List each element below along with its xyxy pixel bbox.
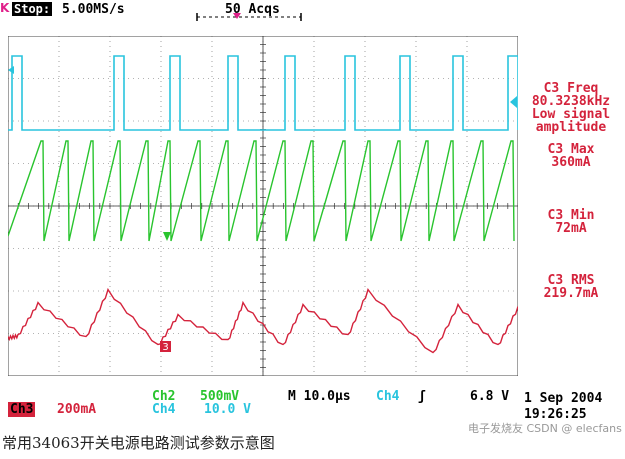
- date-readout: 1 Sep 2004: [524, 391, 603, 406]
- meas-freq-note2: amplitude: [535, 120, 607, 135]
- trigger-slope-icon: ʃ: [418, 389, 426, 404]
- scope-display: 3: [8, 36, 518, 376]
- meas-max-value: 360mA: [551, 155, 591, 170]
- meas-rms-label: C3 RMS: [547, 273, 595, 288]
- meas-freq-value: 80.3238kHz: [531, 94, 611, 109]
- acquisition-state-badge: Stop:: [12, 2, 53, 16]
- meas-min-label: C3 Min: [547, 208, 595, 223]
- ch4-scale: 10.0 V: [204, 402, 251, 417]
- trace-ch3: [8, 287, 518, 354]
- meas-max: C3 Max 360mA: [517, 143, 625, 169]
- scope-header: K Stop: 5.00MS/s 50 Acqs: [0, 0, 625, 21]
- meas-max-label: C3 Max: [547, 142, 595, 157]
- ch4-ground-marker: [8, 66, 14, 74]
- trace-ch4: [8, 55, 518, 131]
- graticule: [8, 36, 518, 376]
- meas-freq-label: C3 Freq: [543, 81, 599, 96]
- ch2-scale: 500mV: [200, 389, 240, 404]
- watermark-logo: 电子发烧友 CSDN @ elecfans: [468, 422, 622, 435]
- trigger-marker: K: [0, 1, 10, 15]
- meas-min: C3 Min 72mA: [517, 209, 625, 235]
- ch4-name: Ch4: [152, 402, 176, 417]
- trigger-position-icon: [233, 13, 241, 19]
- meas-rms: C3 RMS 219.7mA: [517, 274, 625, 300]
- figure-caption: 常用34063开关电源电路测试参数示意图: [2, 434, 275, 452]
- record-window-bracket: [196, 13, 302, 21]
- timebase-readout: M 10.0µs: [288, 389, 351, 404]
- trigger-level: 6.8 V: [470, 389, 510, 404]
- ch2-name: Ch2: [152, 389, 176, 404]
- ch3-badge: Ch3: [8, 402, 36, 417]
- ch3-marker-box: [160, 341, 171, 352]
- ch4-level-marker: [510, 96, 517, 108]
- sample-rate-readout: 5.00MS/s: [62, 2, 125, 17]
- ch3-marker-label: 3: [162, 342, 168, 353]
- ch2-trigger-marker: [163, 232, 171, 241]
- ch3-scale: 200mA: [57, 402, 97, 417]
- meas-freq: C3 Freq 80.3238kHz Low signal amplitude: [517, 82, 625, 134]
- meas-freq-note1: Low signal: [531, 107, 611, 122]
- meas-rms-value: 219.7mA: [543, 286, 599, 301]
- trace-ch2: [8, 140, 515, 242]
- meas-min-value: 72mA: [555, 221, 587, 236]
- time-readout: 19:26:25: [524, 407, 587, 422]
- trigger-source: Ch4: [376, 389, 400, 404]
